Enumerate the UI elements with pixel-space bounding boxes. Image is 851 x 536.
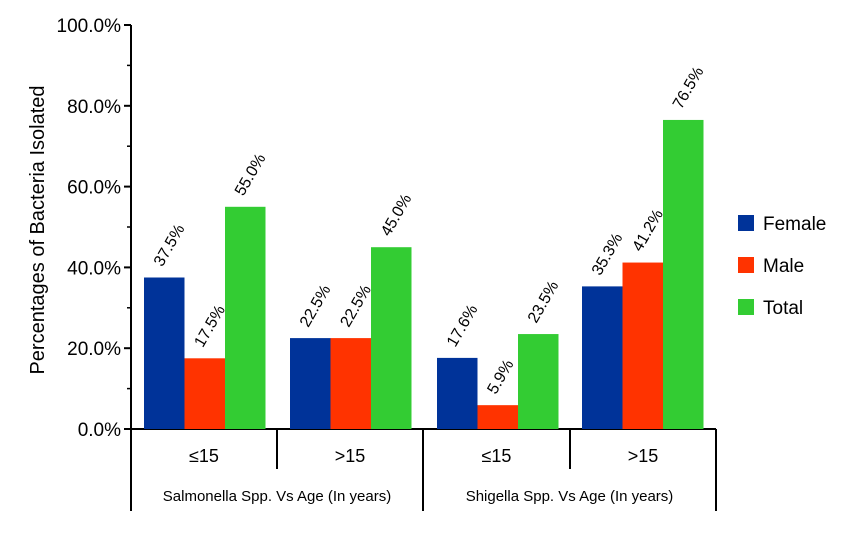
bar-male: [622, 262, 663, 429]
data-label: 5.9%: [484, 357, 517, 397]
legend-swatch-male: [738, 257, 754, 273]
data-label: 76.5%: [670, 64, 707, 112]
bar-male: [330, 338, 371, 429]
bar-total: [225, 206, 266, 429]
data-label: 17.5%: [191, 303, 228, 351]
x-category-label: >15: [628, 446, 659, 466]
data-label: 35.3%: [589, 231, 626, 279]
x-group-label: Salmonella Spp. Vs Age (In years): [163, 488, 391, 505]
bar-male: [184, 358, 225, 429]
bar-female: [437, 357, 478, 429]
bar-total: [371, 247, 412, 429]
x-category-label: ≤15: [189, 446, 219, 466]
data-label: 55.0%: [232, 151, 269, 199]
bar-male: [477, 405, 518, 429]
data-label: 23.5%: [525, 278, 562, 326]
data-label: 37.5%: [151, 222, 188, 270]
y-tick-label: 100.0%: [57, 16, 122, 37]
x-group-label: Shigella Spp. Vs Age (In years): [466, 488, 674, 505]
y-tick-label: 40.0%: [67, 258, 121, 279]
x-category-label: ≤15: [482, 446, 512, 466]
y-tick-label: 20.0%: [67, 339, 121, 360]
data-label: 22.5%: [337, 282, 374, 330]
bar-female: [582, 286, 623, 429]
x-category-label: >15: [335, 446, 366, 466]
data-label: 22.5%: [297, 282, 334, 330]
bar-total: [663, 119, 704, 429]
y-tick-label: 60.0%: [67, 178, 121, 199]
bar-female: [144, 277, 185, 429]
y-tick-label: 80.0%: [67, 97, 121, 118]
legend-label-total: Total: [763, 298, 803, 319]
data-label: 17.6%: [444, 302, 481, 350]
data-label: 41.2%: [629, 207, 666, 255]
bar-female: [290, 338, 331, 429]
legend-swatch-total: [738, 299, 754, 315]
bar-total: [518, 334, 559, 429]
legend-swatch-female: [738, 215, 754, 231]
y-axis-title: Percentages of Bacteria Isolated: [27, 85, 49, 374]
y-tick-label: 0.0%: [78, 420, 121, 441]
data-label: 45.0%: [378, 191, 415, 239]
legend-label-female: Female: [763, 214, 826, 235]
legend-label-male: Male: [763, 256, 804, 277]
